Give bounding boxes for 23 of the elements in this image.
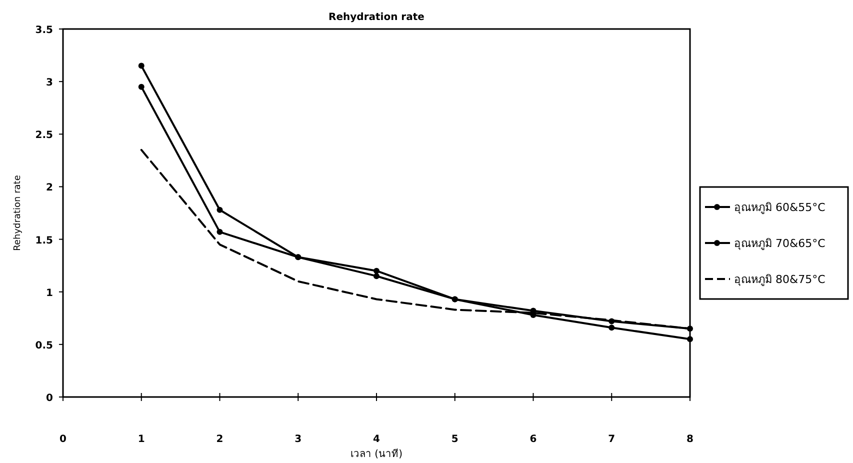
x-tick-label: 0: [60, 434, 67, 445]
y-tick-label: 1: [46, 288, 54, 299]
x-tick-label: 7: [608, 434, 616, 445]
legend-label: อุณหภูมิ 60&55°C: [734, 201, 826, 214]
y-tick-label: 0.5: [35, 340, 54, 352]
y-tick-label: 3: [46, 78, 54, 89]
x-axis-title: เวลา (นาที): [350, 448, 403, 460]
x-tick-label: 3: [294, 434, 302, 445]
y-tick-label: 2: [46, 182, 54, 194]
chart-title: Rehydration rate: [328, 12, 425, 23]
legend-label: อุณหภูมิ 70&65°C: [734, 237, 826, 250]
y-tick-label: 1.5: [35, 235, 54, 246]
y-tick-label: 0: [46, 393, 54, 404]
x-tick-label: 8: [686, 434, 694, 445]
y-tick-label: 2.5: [35, 130, 54, 142]
x-tick-label: 4: [373, 434, 380, 445]
y-tick-label: 3.5: [35, 25, 54, 36]
legend-label: อุณหภูมิ 80&75°C: [734, 273, 826, 286]
x-tick-label: 2: [216, 434, 224, 445]
x-tick-label: 1: [138, 434, 145, 445]
x-tick-label: 6: [530, 434, 537, 445]
x-tick-label: 5: [451, 434, 458, 445]
y-axis-title: Rehydration rate: [13, 174, 23, 251]
